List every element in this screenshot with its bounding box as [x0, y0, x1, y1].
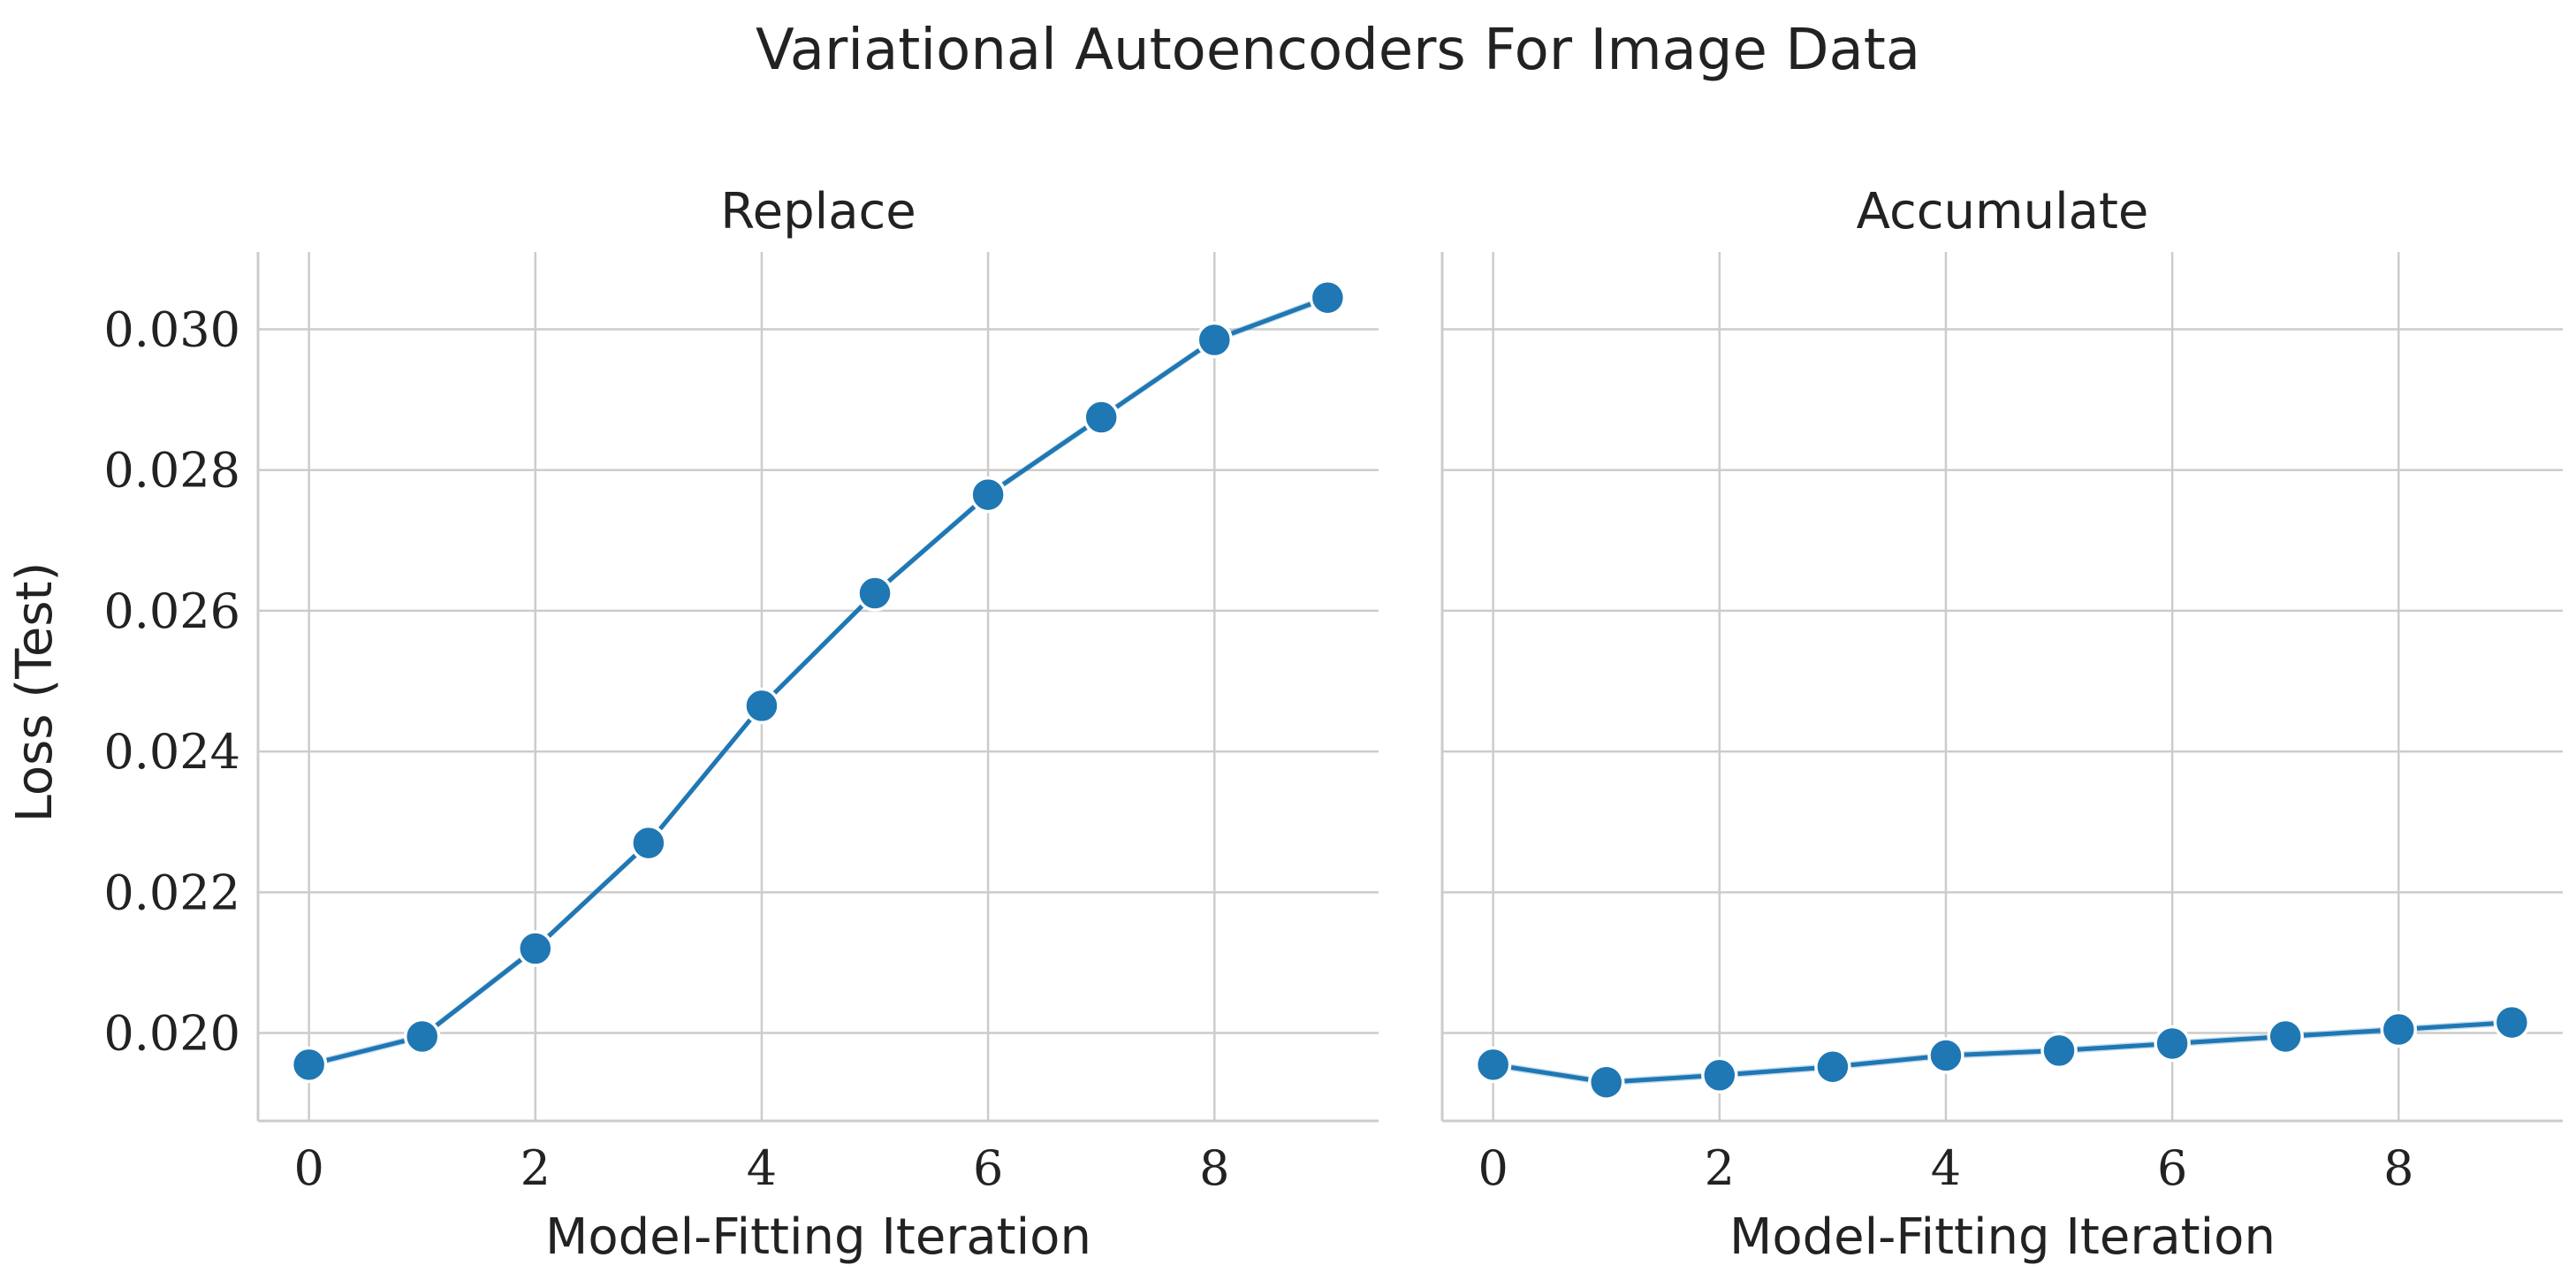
y-tick-label: 0.020 [103, 1006, 240, 1062]
series-line [307, 295, 1330, 1067]
data-point [1587, 1063, 1625, 1101]
data-point [2380, 1010, 2418, 1048]
data-point [403, 1017, 441, 1056]
panel-title: Accumulate [1857, 183, 2149, 240]
y-tick-label: 0.024 [103, 724, 240, 780]
data-point [630, 824, 667, 862]
x-tick-label: 4 [747, 1140, 777, 1196]
panel-replace: Replace Model-Fitting Iteration 0 2 4 6 8 0.020… [103, 183, 1379, 1266]
y-tick-label: 0.028 [103, 443, 240, 499]
x-tick-label: 8 [2383, 1140, 2413, 1196]
data-point [2154, 1025, 2191, 1063]
data-point [1083, 399, 1120, 436]
data-point [517, 930, 554, 967]
x-tick-label: 8 [1199, 1140, 1229, 1196]
data-point [1927, 1037, 1964, 1074]
y-tick-label: 0.030 [103, 302, 240, 358]
x-tick-label: 2 [1705, 1140, 1735, 1196]
x-tick-label: 6 [2157, 1140, 2187, 1196]
data-point [2040, 1032, 2078, 1070]
data-point [1474, 1046, 1512, 1084]
panel-title: Replace [720, 183, 916, 240]
data-point [1196, 321, 1234, 359]
data-point [290, 1046, 328, 1084]
y-tick-label: 0.026 [103, 583, 240, 639]
figure-title: Variational Autoencoders For Image Data [756, 18, 1920, 83]
y-tick-label: 0.022 [103, 865, 240, 920]
x-axis-label: Model-Fitting Iteration [1729, 1208, 2276, 1266]
data-point [856, 575, 893, 612]
data-point [1309, 278, 1347, 316]
data-point [1814, 1048, 1851, 1086]
x-tick-label: 2 [521, 1140, 551, 1196]
data-point [2493, 1003, 2531, 1041]
data-point [743, 687, 780, 725]
series-band [308, 293, 1328, 1069]
x-tick-label: 6 [973, 1140, 1003, 1196]
y-axis-label: Loss (Test) [6, 562, 64, 823]
x-tick-label: 4 [1931, 1140, 1961, 1196]
series-line [1491, 1020, 2514, 1085]
data-point [969, 476, 1007, 514]
data-point [1701, 1056, 1738, 1094]
data-point [2267, 1017, 2304, 1056]
x-tick-label: 0 [293, 1140, 323, 1196]
x-axis-label: Model-Fitting Iteration [545, 1208, 1091, 1266]
x-tick-label: 0 [1478, 1140, 1508, 1196]
panel-accumulate: Accumulate Model-Fitting Iteration 0 2 4 6 8 [1440, 183, 2563, 1266]
